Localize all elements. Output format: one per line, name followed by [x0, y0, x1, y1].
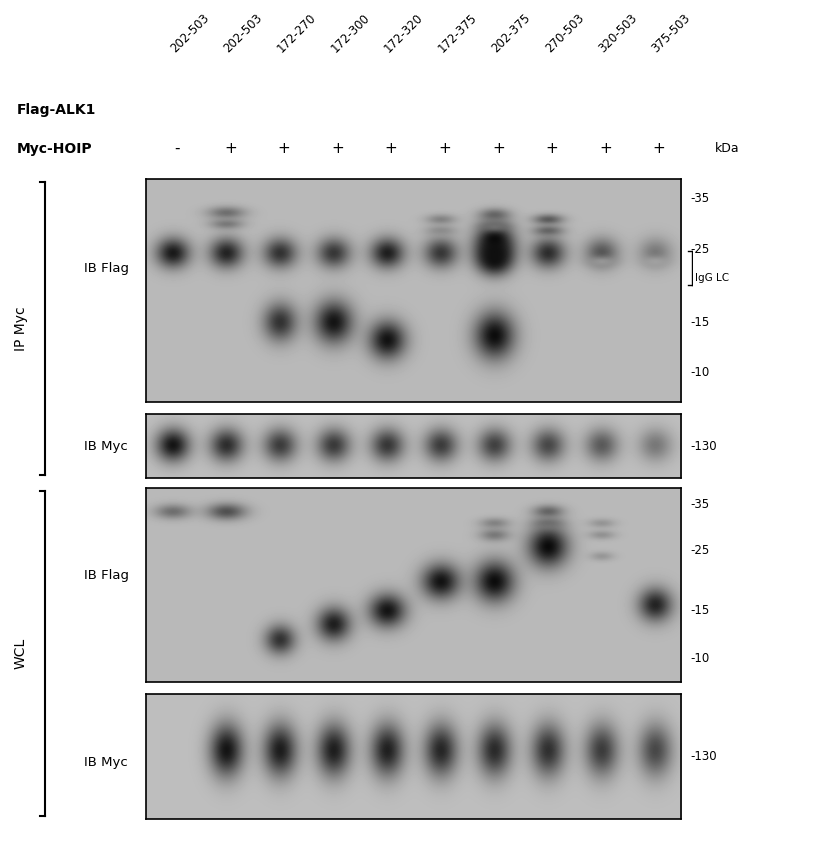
Text: 320-503: 320-503: [596, 12, 640, 55]
Text: +: +: [438, 141, 451, 156]
Text: +: +: [224, 141, 237, 156]
Text: -25: -25: [691, 543, 710, 557]
Text: +: +: [385, 141, 398, 156]
Text: +: +: [492, 141, 505, 156]
Text: -10: -10: [691, 652, 710, 665]
Text: -10: -10: [691, 366, 710, 380]
Text: IB Flag: IB Flag: [84, 569, 129, 582]
Text: 202-503: 202-503: [168, 11, 212, 55]
Text: Flag-ALK1: Flag-ALK1: [17, 104, 96, 117]
Text: 202-375: 202-375: [489, 11, 533, 55]
Text: 375-503: 375-503: [650, 12, 693, 55]
Text: -35: -35: [691, 192, 710, 205]
Text: 172-320: 172-320: [382, 11, 426, 55]
Text: -15: -15: [691, 604, 710, 616]
Text: -130: -130: [691, 750, 717, 763]
Text: 202-503: 202-503: [222, 11, 265, 55]
Text: IgG LC: IgG LC: [695, 273, 729, 284]
Text: +: +: [652, 141, 665, 156]
Text: 172-375: 172-375: [436, 11, 480, 55]
Text: +: +: [545, 141, 558, 156]
Text: -25: -25: [691, 243, 710, 256]
Text: +: +: [599, 141, 612, 156]
Text: 270-503: 270-503: [543, 11, 586, 55]
Text: -35: -35: [691, 498, 710, 511]
Text: IB Flag: IB Flag: [84, 261, 129, 274]
Text: Myc-HOIP: Myc-HOIP: [17, 142, 92, 155]
Text: -130: -130: [691, 440, 717, 453]
Text: IB Myc: IB Myc: [84, 756, 127, 769]
Text: 172-300: 172-300: [329, 11, 372, 55]
Text: -15: -15: [691, 316, 710, 329]
Text: WCL: WCL: [14, 638, 28, 669]
Text: 172-270: 172-270: [275, 11, 319, 55]
Text: kDa: kDa: [715, 142, 739, 155]
Text: +: +: [331, 141, 344, 156]
Text: +: +: [278, 141, 291, 156]
Text: IB Myc: IB Myc: [84, 440, 127, 453]
Text: IP Myc: IP Myc: [14, 306, 28, 351]
Text: -: -: [175, 141, 180, 156]
